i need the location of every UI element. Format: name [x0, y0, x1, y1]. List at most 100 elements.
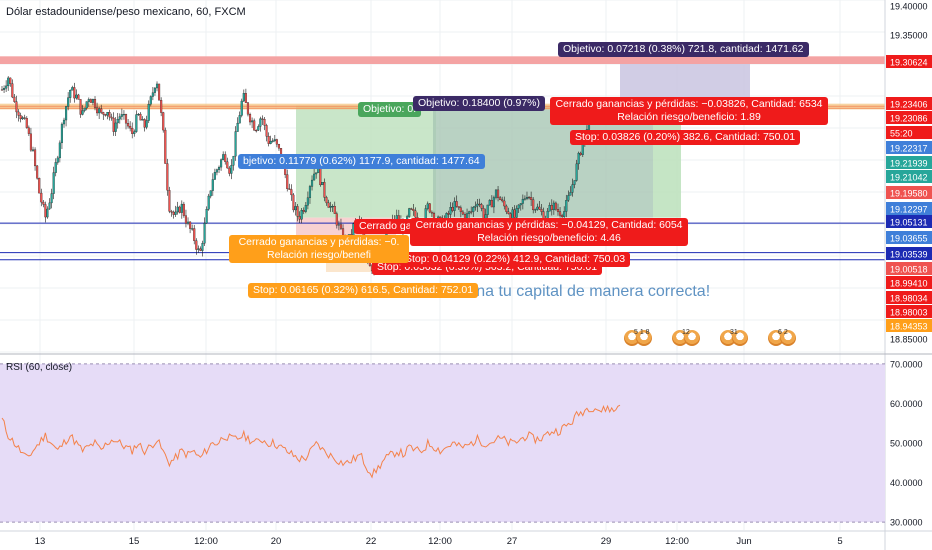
candle [232, 155, 235, 171]
candle-body [308, 186, 312, 198]
candle [193, 224, 196, 245]
candle [494, 189, 498, 200]
candle [451, 202, 454, 213]
candle [430, 210, 433, 217]
event-badge-icon[interactable] [780, 330, 796, 346]
candle-body [368, 262, 371, 266]
candle-body [248, 114, 252, 123]
price-badge [886, 305, 932, 318]
candle-body [54, 162, 57, 173]
candle-body [209, 190, 212, 197]
candle [85, 101, 88, 111]
price-axis: 19.40000 19.35000 19.30624 19.23406 19.23086… [884, 0, 932, 550]
candle-body [447, 213, 450, 215]
price-tick-label: 18.85000 [890, 335, 928, 345]
candle-body [31, 149, 35, 151]
candle-body [575, 163, 578, 181]
candle-body [257, 126, 260, 131]
price-badge [886, 156, 932, 169]
candle-body [569, 192, 572, 196]
closed-left-line1: Cerrado ganancias y pérdidas: −0. [238, 236, 400, 248]
candle-body [211, 179, 214, 191]
candle [36, 165, 39, 180]
candle-body [251, 120, 254, 123]
candle [104, 113, 107, 117]
candle-body [42, 201, 45, 205]
price-badge [886, 319, 932, 332]
price-badge [886, 141, 932, 154]
candle-body [83, 107, 86, 111]
candle-body [548, 205, 551, 212]
watermark-text: Gestiona tu capital de manera correcta! [430, 283, 711, 300]
candle-body [145, 120, 148, 128]
candle-body [499, 197, 502, 200]
candle [133, 129, 136, 137]
candle-body [58, 142, 61, 159]
closed-mid-line2: Relación riesgo/beneficio: 4.46 [477, 232, 621, 244]
candle [162, 111, 165, 133]
event-count-label: 5 1 8 [634, 329, 650, 336]
candle [499, 196, 502, 201]
event-badge-icon[interactable] [684, 330, 700, 346]
price-tick-label: 19.23086 [890, 114, 928, 124]
candle [122, 110, 125, 120]
candle [75, 89, 78, 100]
event-badge-icon[interactable] [732, 330, 748, 346]
candle [220, 158, 223, 171]
candle-body [478, 203, 481, 205]
candle [13, 93, 16, 103]
candle [519, 203, 522, 211]
candle [327, 199, 330, 208]
candle-body [426, 203, 429, 209]
time-tick-label: 12:00 [194, 536, 218, 547]
candle-body [296, 206, 299, 217]
candle-body [461, 211, 464, 215]
candle-body [530, 197, 533, 200]
candle [102, 111, 105, 120]
candle-body [238, 115, 241, 124]
candle [166, 158, 169, 196]
candle [209, 190, 212, 199]
candle-body [573, 180, 576, 185]
candle-body [321, 181, 324, 186]
candle [147, 100, 150, 124]
candle [290, 184, 293, 201]
candle-body [186, 221, 190, 224]
time-tick-label: 13 [35, 536, 46, 547]
candle-body [457, 206, 460, 208]
candle [182, 201, 185, 218]
price-badge [886, 276, 932, 289]
closed-left-label: Cerrado ganancias y pérdidas: −0. Relaci… [229, 235, 409, 263]
candle [112, 112, 115, 136]
price-badge [886, 262, 932, 275]
candle [550, 199, 553, 216]
candle [240, 98, 243, 118]
candle-body [29, 133, 32, 151]
candle [308, 184, 312, 204]
candle-body [44, 204, 47, 218]
event-badge-icon[interactable] [636, 330, 652, 346]
candle [428, 203, 431, 214]
candle [87, 97, 90, 107]
candle-body [34, 149, 37, 167]
price-tick-label: 19.21939 [890, 159, 928, 169]
candle-body [19, 115, 22, 120]
candle [172, 210, 175, 219]
candle-body [147, 104, 150, 121]
closed-mid-label: Cerrado ganancias y pérdidas: −0.04129, … [410, 218, 688, 246]
price-badge [886, 170, 932, 183]
candle-body [507, 211, 510, 214]
candle-body [93, 99, 97, 108]
green-target-label: Objetivo: 0. [358, 102, 422, 117]
rsi-tick-label: 30.0000 [890, 518, 923, 528]
candle [131, 122, 134, 139]
candle-body [532, 199, 535, 211]
candle [226, 157, 229, 169]
candle-body [494, 189, 498, 198]
candle [141, 116, 144, 121]
price-tick-label: 55:20 [890, 129, 913, 139]
candle-body [515, 208, 518, 218]
candle [116, 112, 119, 129]
candle [25, 116, 28, 129]
